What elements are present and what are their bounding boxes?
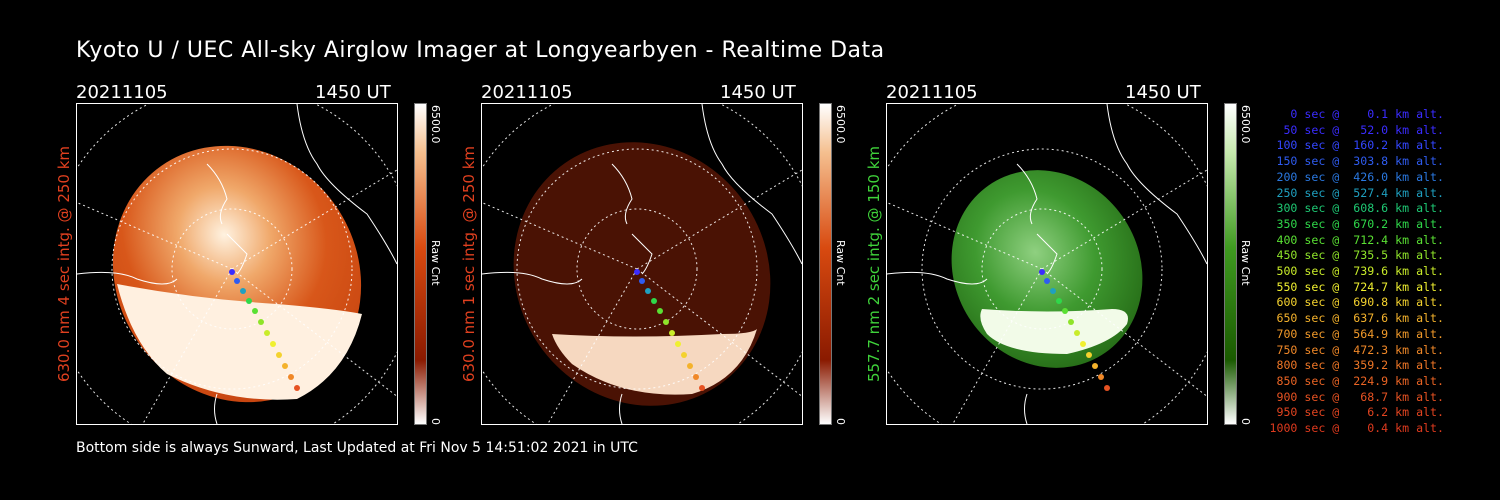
legend-row: 300 sec @ 608.6 km alt. <box>1269 201 1444 216</box>
legend-row: 400 sec @ 712.4 km alt. <box>1269 232 1444 247</box>
legend-row: 550 sec @ 724.7 km alt. <box>1269 279 1444 294</box>
legend-row: 450 sec @ 735.5 km alt. <box>1269 248 1444 263</box>
colorbar-3-max: 6500.0 <box>1239 105 1252 144</box>
footer-note: Bottom side is always Sunward, Last Upda… <box>76 440 638 456</box>
allsky-image-panel-1 <box>76 103 398 425</box>
legend-row: 750 sec @ 472.3 km alt. <box>1269 342 1444 357</box>
legend-row: 100 sec @ 160.2 km alt. <box>1269 138 1444 153</box>
allsky-image-1 <box>77 104 397 424</box>
panel-2-date: 20211105 <box>481 82 573 103</box>
legend-row: 700 sec @ 564.9 km alt. <box>1269 326 1444 341</box>
allsky-image-2 <box>482 104 802 424</box>
page-title: Kyoto U / UEC All-sky Airglow Imager at … <box>76 38 885 63</box>
legend-row: 0 sec @ 0.1 km alt. <box>1269 107 1444 121</box>
allsky-image-3 <box>887 104 1207 424</box>
colorbar-3-unit: Raw Cnt <box>1239 240 1252 286</box>
legend-row: 350 sec @ 670.2 km alt. <box>1269 216 1444 231</box>
legend-row: 200 sec @ 426.0 km alt. <box>1269 169 1444 184</box>
legend-row: 250 sec @ 527.4 km alt. <box>1269 185 1444 200</box>
allsky-image-panel-3 <box>886 103 1208 425</box>
colorbar-1 <box>414 103 427 425</box>
panel-2-time: 1450 UT <box>720 82 796 103</box>
legend-row: 800 sec @ 359.2 km alt. <box>1269 358 1444 373</box>
colorbar-1-max: 6500.0 <box>429 105 442 144</box>
legend-row: 600 sec @ 690.8 km alt. <box>1269 295 1444 310</box>
legend-row: 900 sec @ 68.7 km alt. <box>1269 389 1444 404</box>
allsky-image-panel-2 <box>481 103 803 425</box>
legend-row: 950 sec @ 6.2 km alt. <box>1269 405 1444 420</box>
satellite-track-2 <box>634 269 705 391</box>
panel-3-date: 20211105 <box>886 82 978 103</box>
colorbar-1-min: 0 <box>429 418 442 425</box>
legend-row: 1000 sec @ 0.4 km alt. <box>1269 421 1444 436</box>
legend-row: 650 sec @ 637.6 km alt. <box>1269 311 1444 326</box>
colorbar-2 <box>819 103 832 425</box>
colorbar-1-unit: Raw Cnt <box>429 240 442 286</box>
colorbar-2-max: 6500.0 <box>834 105 847 144</box>
legend-row: 500 sec @ 739.6 km alt. <box>1269 264 1444 279</box>
satellite-track-1 <box>229 269 300 391</box>
colorbar-2-min: 0 <box>834 418 847 425</box>
legend-row: 850 sec @ 224.9 km alt. <box>1269 373 1444 388</box>
colorbar-3-min: 0 <box>1239 418 1252 425</box>
panel-1-wavelength-label: 630.0 nm 4 sec intg. @ 250 km <box>55 145 73 383</box>
panel-1-date: 20211105 <box>76 82 168 103</box>
satellite-track-legend: 0 sec @ 0.1 km alt. 50 sec @ 52.0 km alt… <box>1258 107 1444 437</box>
colorbar-3 <box>1224 103 1237 425</box>
legend-row: 150 sec @ 303.8 km alt. <box>1269 154 1444 169</box>
panel-3-time: 1450 UT <box>1125 82 1201 103</box>
satellite-track-3 <box>1039 269 1110 391</box>
panel-3-wavelength-label: 557.7 nm 2 sec intg. @ 150 km <box>865 145 883 383</box>
colorbar-2-unit: Raw Cnt <box>834 240 847 286</box>
panel-1-time: 1450 UT <box>315 82 391 103</box>
legend-row: 50 sec @ 52.0 km alt. <box>1269 122 1444 137</box>
panel-2-wavelength-label: 630.0 nm 1 sec intg. @ 250 km <box>460 145 478 383</box>
